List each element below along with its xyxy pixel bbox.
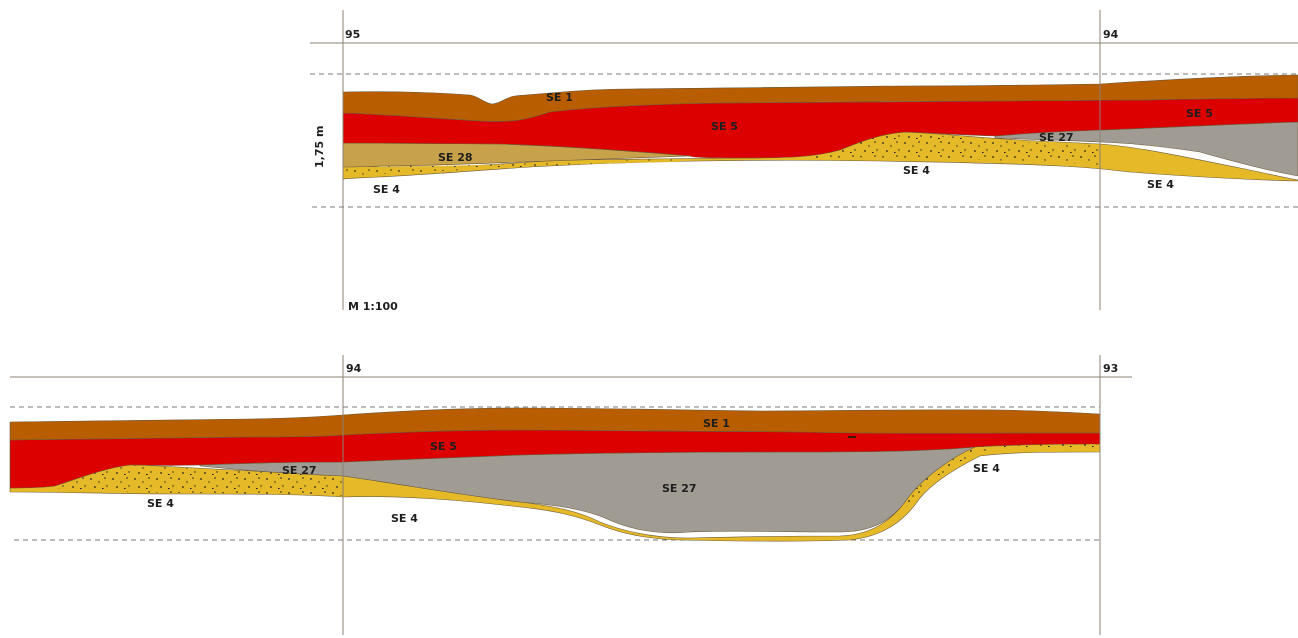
bottom-label-se5: SE 5	[430, 440, 457, 453]
bottom-label-se4-mid: SE 4	[391, 512, 418, 525]
bottom-marker-left: 94	[346, 362, 362, 375]
scale-label: M 1:100	[348, 300, 398, 313]
bottom-marker-right: 93	[1103, 362, 1118, 375]
bottom-label-se27-left: SE 27	[282, 464, 317, 477]
bottom-gravel-right	[905, 444, 1100, 504]
bottom-label-se4-right: SE 4	[973, 462, 1000, 475]
top-marker-left: 95	[345, 28, 360, 41]
height-label: 1,75 m	[313, 126, 326, 168]
top-label-se28: SE 28	[438, 151, 473, 164]
bottom-label-se27-center: SE 27	[662, 482, 697, 495]
top-label-se5-mid: SE 5	[711, 120, 738, 133]
top-label-se5-right: SE 5	[1186, 107, 1213, 120]
top-section: 95 94 1,75 m M 1:100 SE 1 SE 5 SE 5 SE 2…	[310, 10, 1298, 313]
top-label-se1: SE 1	[546, 91, 573, 104]
top-layer-se1	[342, 74, 1298, 122]
top-gravel-left	[343, 159, 680, 176]
bottom-label-se1: SE 1	[703, 417, 730, 430]
bottom-section: 94 93 SE 1 SE 5 SE 27 SE 27 SE 4 SE 4 SE…	[9, 355, 1132, 635]
top-label-se4-mid: SE 4	[903, 164, 930, 177]
top-label-se4-right: SE 4	[1147, 178, 1174, 191]
top-gravel-band	[810, 133, 1100, 165]
bottom-gravel-left	[55, 465, 343, 496]
top-label-se4-left: SE 4	[373, 183, 400, 196]
bottom-find-mark	[848, 436, 856, 438]
top-marker-right: 94	[1103, 28, 1119, 41]
top-label-se27: SE 27	[1039, 131, 1074, 144]
bottom-label-se4-left: SE 4	[147, 497, 174, 510]
